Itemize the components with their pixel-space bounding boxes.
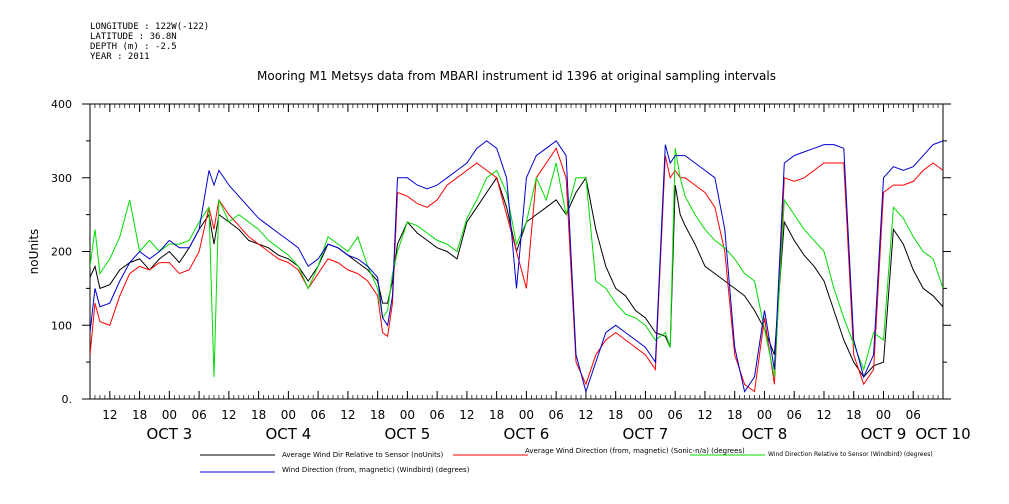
x-tick-label: 00	[757, 408, 772, 422]
x-tick-label: 18	[846, 408, 861, 422]
legend-label-3: Wind Direction Relative to Sensor (Windb…	[768, 451, 933, 458]
x-tick-label: 18	[727, 408, 742, 422]
x-tick-label: 12	[697, 408, 712, 422]
x-tick-label: 00	[638, 408, 653, 422]
x-day-label: OCT 6	[504, 425, 550, 443]
x-tick-label: 18	[251, 408, 266, 422]
longitude-text: LONGITUDE : 122W(-122)	[90, 22, 210, 32]
y-tick-label: 300	[51, 172, 72, 185]
x-tick-label: 12	[102, 408, 117, 422]
x-tick-label: 00	[281, 408, 296, 422]
x-tick-label: 06	[191, 408, 206, 422]
latitude-text: LATITUDE : 36.8N	[90, 32, 177, 42]
y-tick-label: 200	[51, 246, 72, 259]
metadata-block: LONGITUDE : 122W(-122) LATITUDE : 36.8N …	[90, 22, 209, 62]
x-tick-label: 06	[787, 408, 802, 422]
x-tick-label: 18	[608, 408, 623, 422]
chart-title: Mooring M1 Metsys data from MBARI instru…	[257, 69, 776, 83]
x-tick-label: 18	[489, 408, 504, 422]
legend-label-2: Average Wind Direction (from, magnetic) …	[525, 447, 745, 455]
x-day-label: OCT 8	[742, 425, 788, 443]
x-day-label: OCT 9	[861, 425, 907, 443]
x-tick-label: 00	[876, 408, 891, 422]
series-line-4	[90, 140, 943, 394]
x-day-label: OCT 10	[915, 425, 970, 443]
x-tick-label: 06	[430, 408, 445, 422]
x-tick-label: 06	[310, 408, 325, 422]
x-tick-label: 12	[221, 408, 236, 422]
x-tick-label: 06	[549, 408, 564, 422]
x-tick-label: 06	[906, 408, 921, 422]
series-line-2	[90, 147, 943, 393]
x-day-label: OCT 7	[623, 425, 669, 443]
y-tick-label: 0.	[62, 393, 73, 406]
x-tick-label: 12	[459, 408, 474, 422]
x-day-label: OCT 3	[146, 425, 192, 443]
y-axis-label: noUnits	[27, 229, 41, 275]
x-tick-label: 12	[340, 408, 355, 422]
x-tick-label: 18	[132, 408, 147, 422]
y-tick-label: 100	[51, 319, 72, 332]
year-text: YEAR : 2011	[90, 52, 150, 62]
x-day-label: OCT 5	[385, 425, 431, 443]
x-tick-label: 12	[578, 408, 593, 422]
x-day-label: OCT 4	[265, 425, 311, 443]
legend-label-4: Wind Direction (from, magnetic) (Windbir…	[282, 466, 470, 474]
x-tick-label: 06	[668, 408, 683, 422]
x-tick-label: 00	[162, 408, 177, 422]
legend-label-1: Average Wind Dir Relative to Sensor (noU…	[282, 451, 443, 459]
x-tick-label: 12	[816, 408, 831, 422]
y-tick-label: 400	[51, 98, 72, 111]
x-tick-label: 18	[370, 408, 385, 422]
series-line-3	[90, 148, 943, 378]
x-tick-label: 00	[400, 408, 415, 422]
depth-text: DEPTH (m) : -2.5	[90, 42, 177, 52]
series-line-1	[90, 176, 943, 378]
x-tick-label: 00	[519, 408, 534, 422]
